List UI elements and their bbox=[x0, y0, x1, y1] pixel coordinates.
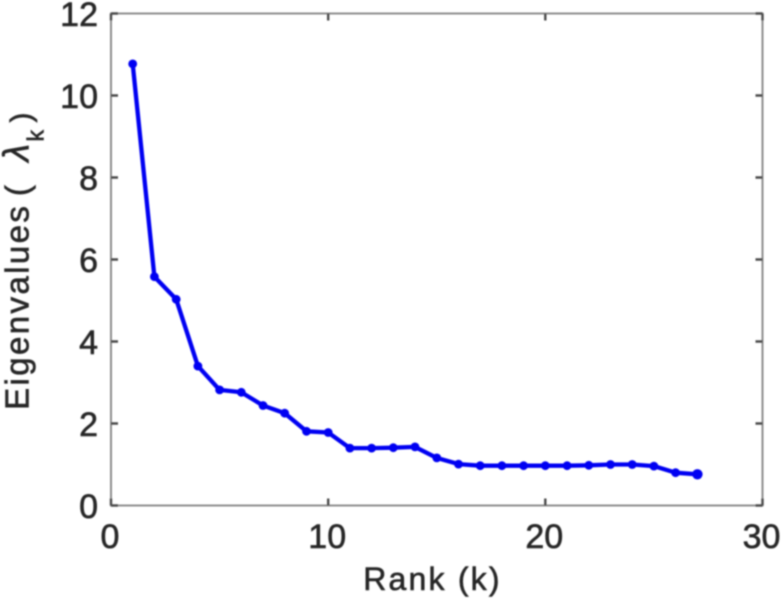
svg-text:10: 10 bbox=[60, 78, 98, 116]
svg-text:0: 0 bbox=[101, 518, 120, 556]
svg-text:Rank (k): Rank (k) bbox=[363, 561, 502, 597]
svg-text:4: 4 bbox=[79, 324, 98, 362]
svg-text:10: 10 bbox=[308, 518, 346, 556]
svg-text:20: 20 bbox=[525, 518, 563, 556]
svg-text:8: 8 bbox=[79, 160, 98, 198]
svg-text:2: 2 bbox=[79, 406, 98, 444]
svg-text:30: 30 bbox=[743, 518, 781, 556]
svg-text:0: 0 bbox=[79, 488, 98, 526]
svg-text:6: 6 bbox=[79, 242, 98, 280]
svg-text:12: 12 bbox=[60, 0, 98, 34]
svg-text:Eigenvalues ( λk): Eigenvalues ( λk) bbox=[0, 110, 49, 410]
